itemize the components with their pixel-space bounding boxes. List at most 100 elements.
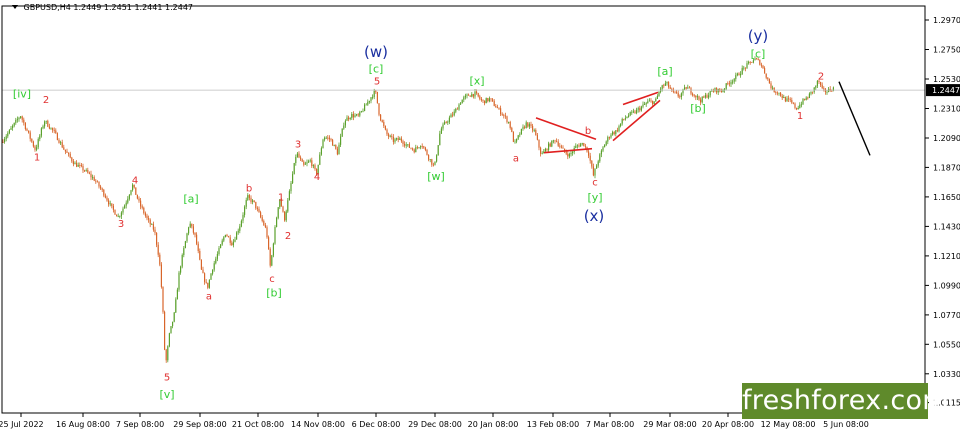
candle-body xyxy=(468,94,470,96)
candle-body xyxy=(109,203,111,205)
candle-body xyxy=(485,98,487,104)
y-tick-label: 1.0550 xyxy=(933,340,960,349)
candle-body xyxy=(455,108,457,112)
candle-body xyxy=(517,135,519,139)
price-axis[interactable]: 1.2970 1.2750 1.2530 1.2310 1.2090 1.1870 1.16… xyxy=(925,16,960,408)
candle-body xyxy=(495,106,497,108)
candle-body xyxy=(440,128,442,134)
candle-body xyxy=(407,144,409,146)
candle-body xyxy=(778,92,780,94)
candle-body xyxy=(749,61,751,63)
candle-body xyxy=(546,148,548,151)
candle-body xyxy=(808,93,810,98)
candle-body xyxy=(231,242,233,245)
candle-body xyxy=(572,151,574,153)
candle-body xyxy=(821,84,823,89)
candle-body xyxy=(722,89,724,92)
candle-body xyxy=(221,240,223,245)
trend-line xyxy=(622,91,659,106)
candle-body xyxy=(668,81,670,87)
dropdown-triangle-icon[interactable] xyxy=(12,5,18,9)
candle-body xyxy=(805,97,807,100)
candle-body xyxy=(140,200,142,207)
freshforex-watermark: freshforex.com xyxy=(742,383,949,419)
candle-body xyxy=(706,95,708,98)
candle-body xyxy=(104,195,106,198)
candle-body xyxy=(162,287,164,312)
candle-body xyxy=(482,100,484,101)
candle-body xyxy=(788,98,790,100)
y-tick-label: 1.1430 xyxy=(933,222,960,231)
wave-label: 1 xyxy=(278,192,284,203)
candle-body xyxy=(479,96,481,99)
y-tick-label: 1.2750 xyxy=(933,46,960,55)
candle-body xyxy=(608,137,610,138)
candle-body xyxy=(138,198,140,201)
candle-body xyxy=(13,122,15,126)
candle-body xyxy=(220,244,222,249)
candle-body xyxy=(364,104,366,111)
candle-body xyxy=(402,141,404,144)
candle-body xyxy=(687,87,689,89)
candle-body xyxy=(236,232,238,240)
wave-labels: [iv] 2143[a]5[v]abc[b]12345[c](w)[w][x]ab… xyxy=(13,27,824,401)
candle-body xyxy=(156,232,158,245)
candle-body xyxy=(296,153,298,158)
candle-body xyxy=(447,121,449,123)
candle-body xyxy=(522,126,524,129)
candle-body xyxy=(308,161,310,163)
candle-body xyxy=(399,138,401,140)
candle-body xyxy=(559,145,561,147)
candle-body xyxy=(541,153,543,155)
candle-body xyxy=(536,135,538,140)
candle-body xyxy=(592,166,594,176)
candle-body xyxy=(69,153,71,158)
candle-body xyxy=(154,229,156,233)
candle-body xyxy=(392,136,394,142)
candle-body xyxy=(192,226,194,233)
forecast-line xyxy=(838,81,871,156)
candle-body xyxy=(242,214,244,221)
candle-body xyxy=(114,209,116,215)
candle-body xyxy=(26,129,28,131)
candle-body xyxy=(68,152,70,154)
time-axis[interactable]: 25 Jul 2022 16 Aug 08:00 7 Sep 08:00 29 Sep… xyxy=(0,413,869,429)
candle-body xyxy=(293,163,295,175)
candle-body xyxy=(698,96,700,100)
candle-body xyxy=(424,147,426,150)
candle-body xyxy=(261,217,263,221)
candle-body xyxy=(183,248,185,255)
candle-body xyxy=(245,200,247,207)
candle-body xyxy=(128,194,130,199)
candle-body xyxy=(349,118,351,120)
candle-body xyxy=(122,208,124,213)
candle-body xyxy=(255,201,257,209)
candle-body xyxy=(271,255,273,266)
candle-body xyxy=(696,96,698,98)
candle-body xyxy=(208,279,210,288)
candle-body xyxy=(690,88,692,94)
candle-body xyxy=(680,93,682,97)
candle-body xyxy=(63,147,65,150)
candle-body xyxy=(215,258,217,264)
candle-body xyxy=(509,122,511,128)
candle-body xyxy=(540,147,542,154)
y-tick-label: 1.2530 xyxy=(933,75,960,84)
candle-body xyxy=(74,162,76,165)
open-value: 1.2449 xyxy=(73,3,102,12)
candle-body xyxy=(300,157,302,160)
candle-body xyxy=(66,151,68,153)
candle-body xyxy=(588,151,590,156)
candle-body xyxy=(799,104,801,108)
candle-body xyxy=(738,73,740,76)
candle-body xyxy=(445,122,447,123)
candle-body xyxy=(781,95,783,98)
candle-body xyxy=(759,59,761,65)
candle-body xyxy=(431,159,433,165)
candle-body xyxy=(461,99,463,104)
candle-body xyxy=(701,96,703,103)
candle-body xyxy=(82,166,84,171)
candle-body xyxy=(253,200,255,202)
candle-body xyxy=(264,225,266,228)
